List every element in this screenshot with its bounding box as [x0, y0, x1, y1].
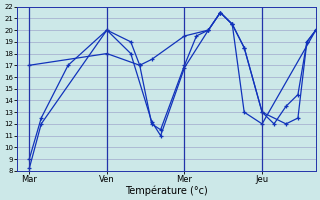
X-axis label: Température (°c): Température (°c)	[125, 185, 208, 196]
